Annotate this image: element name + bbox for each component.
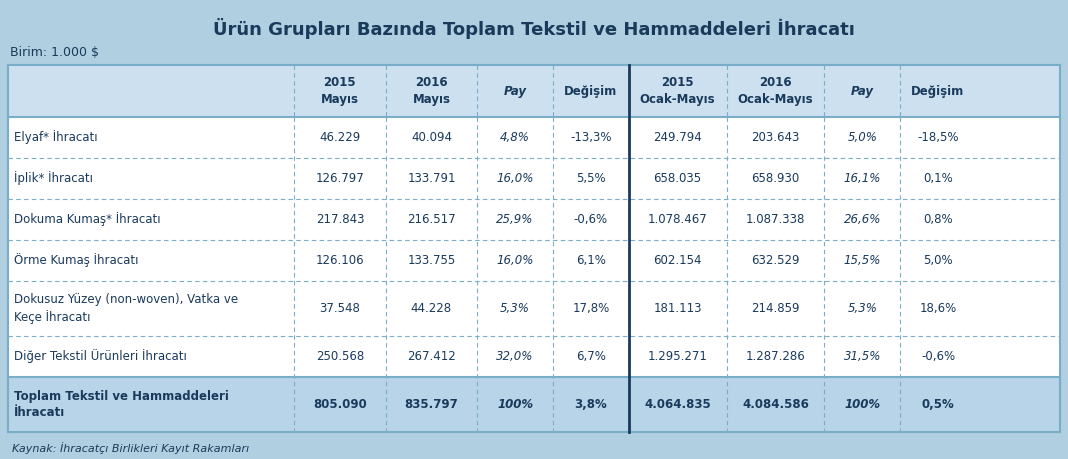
Text: 16,1%: 16,1% <box>844 172 881 185</box>
Text: 181.113: 181.113 <box>654 302 702 315</box>
Text: 6,1%: 6,1% <box>576 254 606 267</box>
Text: Elyaf* İhracatı: Elyaf* İhracatı <box>14 130 97 145</box>
Text: 31,5%: 31,5% <box>844 350 881 363</box>
Text: -0,6%: -0,6% <box>574 213 608 226</box>
Text: 18,6%: 18,6% <box>920 302 957 315</box>
Text: 0,5%: 0,5% <box>922 398 955 411</box>
Text: 4.084.586: 4.084.586 <box>742 398 808 411</box>
Text: 5,5%: 5,5% <box>576 172 606 185</box>
Text: 5,0%: 5,0% <box>923 254 953 267</box>
Text: 133.791: 133.791 <box>407 172 456 185</box>
Text: 805.090: 805.090 <box>313 398 366 411</box>
Bar <box>7 281 1061 336</box>
Text: 26,6%: 26,6% <box>844 213 881 226</box>
Text: 632.529: 632.529 <box>751 254 800 267</box>
Text: 835.797: 835.797 <box>405 398 458 411</box>
Text: 2016
Ocak-Mayıs: 2016 Ocak-Mayıs <box>738 77 813 106</box>
Text: 3,8%: 3,8% <box>575 398 608 411</box>
Text: 2015
Ocak-Mayıs: 2015 Ocak-Mayıs <box>640 77 716 106</box>
Text: 6,7%: 6,7% <box>576 350 606 363</box>
Text: 32,0%: 32,0% <box>497 350 534 363</box>
Text: 250.568: 250.568 <box>316 350 364 363</box>
Text: 658.035: 658.035 <box>654 172 702 185</box>
Text: Birim: 1.000 $: Birim: 1.000 $ <box>10 46 99 59</box>
Text: -18,5%: -18,5% <box>917 131 959 144</box>
Text: 5,0%: 5,0% <box>847 131 877 144</box>
Text: Toplam Tekstil ve Hammaddeleri
İhracatı: Toplam Tekstil ve Hammaddeleri İhracatı <box>14 390 229 419</box>
Text: 46.229: 46.229 <box>319 131 361 144</box>
Bar <box>7 336 1061 377</box>
Text: 4.064.835: 4.064.835 <box>644 398 711 411</box>
Text: 126.797: 126.797 <box>315 172 364 185</box>
Text: Ürün Grupları Bazında Toplam Tekstil ve Hammaddeleri İhracatı: Ürün Grupları Bazında Toplam Tekstil ve … <box>213 18 855 39</box>
Text: Kaynak: İhracatçı Birlikleri Kayıt Rakamları: Kaynak: İhracatçı Birlikleri Kayıt Rakam… <box>12 442 249 454</box>
Text: 0,1%: 0,1% <box>923 172 953 185</box>
Text: Pay: Pay <box>504 84 527 97</box>
Text: -13,3%: -13,3% <box>570 131 612 144</box>
Text: 5,3%: 5,3% <box>847 302 877 315</box>
Text: 4,8%: 4,8% <box>500 131 530 144</box>
Text: 40.094: 40.094 <box>411 131 452 144</box>
Bar <box>7 199 1061 240</box>
Text: 37.548: 37.548 <box>319 302 360 315</box>
Text: 5,3%: 5,3% <box>500 302 530 315</box>
Text: 1.295.271: 1.295.271 <box>647 350 707 363</box>
Text: 1.287.286: 1.287.286 <box>745 350 805 363</box>
Text: 658.930: 658.930 <box>751 172 800 185</box>
Text: 249.794: 249.794 <box>654 131 702 144</box>
Text: 126.106: 126.106 <box>315 254 364 267</box>
Text: 16,0%: 16,0% <box>497 254 534 267</box>
Text: 2015
Mayıs: 2015 Mayıs <box>320 77 359 106</box>
Text: 25,9%: 25,9% <box>497 213 534 226</box>
Text: 214.859: 214.859 <box>751 302 800 315</box>
Bar <box>7 377 1061 432</box>
Text: -0,6%: -0,6% <box>921 350 955 363</box>
Text: 17,8%: 17,8% <box>572 302 610 315</box>
Text: Diğer Tekstil Ürünleri İhracatı: Diğer Tekstil Ürünleri İhracatı <box>14 349 187 364</box>
Text: 216.517: 216.517 <box>407 213 456 226</box>
Text: 267.412: 267.412 <box>407 350 456 363</box>
Text: 133.755: 133.755 <box>407 254 456 267</box>
Text: İplik* İhracatı: İplik* İhracatı <box>14 172 93 185</box>
Text: 1.078.467: 1.078.467 <box>647 213 707 226</box>
Bar <box>7 65 1061 117</box>
Text: 100%: 100% <box>497 398 533 411</box>
Text: Değişim: Değişim <box>564 84 617 97</box>
Text: 44.228: 44.228 <box>411 302 452 315</box>
Text: 602.154: 602.154 <box>654 254 702 267</box>
Bar <box>7 240 1061 281</box>
Text: 15,5%: 15,5% <box>844 254 881 267</box>
Text: 1.087.338: 1.087.338 <box>745 213 805 226</box>
Text: 0,8%: 0,8% <box>923 213 953 226</box>
Bar <box>7 158 1061 199</box>
Text: Değişim: Değişim <box>911 84 964 97</box>
Text: Dokuma Kumaş* İhracatı: Dokuma Kumaş* İhracatı <box>14 213 160 226</box>
Text: Dokusuz Yüzey (non-woven), Vatka ve
Keçe İhracatı: Dokusuz Yüzey (non-woven), Vatka ve Keçe… <box>14 293 238 324</box>
Text: 217.843: 217.843 <box>316 213 364 226</box>
Text: 2016
Mayıs: 2016 Mayıs <box>412 77 451 106</box>
Bar <box>7 65 1061 432</box>
Bar <box>7 117 1061 158</box>
Text: 100%: 100% <box>844 398 880 411</box>
Text: Örme Kumaş İhracatı: Örme Kumaş İhracatı <box>14 253 139 268</box>
Text: 16,0%: 16,0% <box>497 172 534 185</box>
Text: Pay: Pay <box>851 84 874 97</box>
Text: 203.643: 203.643 <box>751 131 800 144</box>
